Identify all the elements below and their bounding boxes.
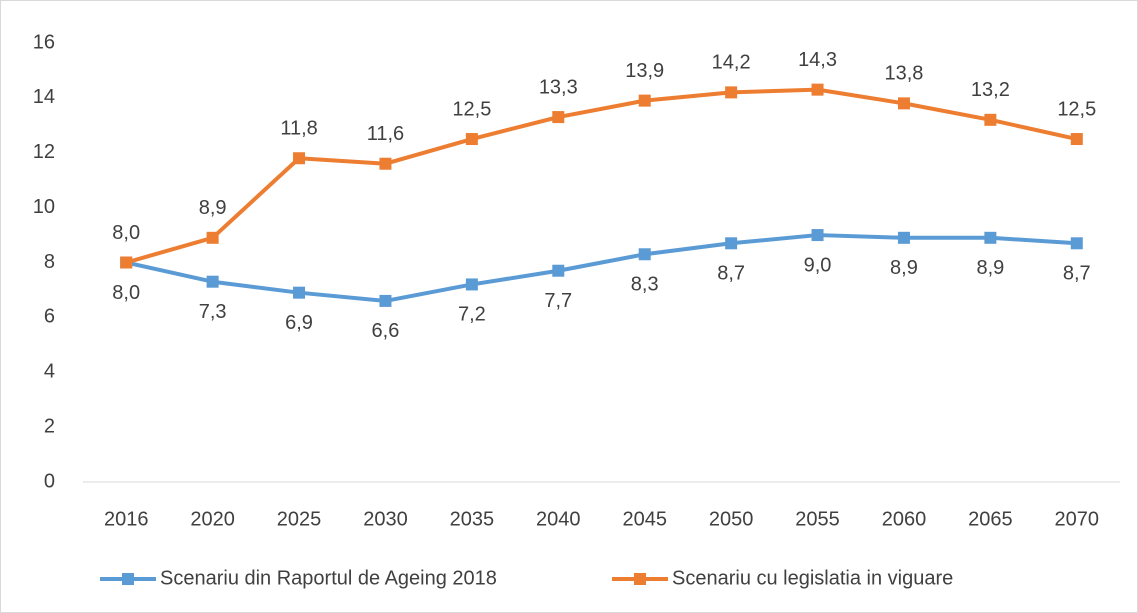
data-label: 7,7	[544, 290, 572, 312]
data-point	[206, 231, 219, 244]
x-tick-label: 2016	[104, 508, 149, 530]
data-point	[552, 111, 565, 124]
data-point	[1070, 133, 1083, 146]
data-label: 14,2	[712, 52, 751, 74]
y-tick-label: 6	[44, 306, 55, 328]
data-point	[552, 264, 565, 277]
legend-label: Scenariu cu legislatia in viguare	[672, 567, 953, 589]
x-tick-label: 2065	[968, 508, 1013, 530]
legend-marker	[634, 573, 646, 585]
data-label: 8,3	[631, 274, 659, 296]
data-label: 8,9	[890, 257, 918, 279]
data-label: 11,8	[280, 118, 317, 140]
x-tick-label: 2070	[1055, 508, 1100, 530]
data-point	[293, 286, 306, 299]
data-point	[725, 86, 738, 99]
y-tick-label: 16	[33, 31, 55, 53]
y-tick-label: 12	[33, 141, 55, 163]
data-point	[379, 157, 392, 170]
legend-marker	[122, 573, 134, 585]
y-tick-label: 10	[33, 196, 55, 218]
data-point	[984, 231, 997, 244]
data-point	[379, 294, 392, 307]
x-tick-label: 2045	[622, 508, 667, 530]
data-label: 13,8	[884, 63, 923, 85]
data-label: 13,9	[625, 60, 664, 82]
y-tick-label: 4	[44, 361, 55, 383]
data-label: 14,3	[798, 49, 837, 71]
x-tick-label: 2050	[709, 508, 754, 530]
legend-label: Scenariu din Raportul de Ageing 2018	[160, 567, 497, 589]
x-tick-label: 2060	[882, 508, 927, 530]
data-label: 7,2	[458, 304, 486, 326]
data-label: 8,7	[1063, 263, 1091, 285]
data-label: 12,5	[452, 98, 491, 120]
data-point	[984, 113, 997, 126]
series-line	[125, 233, 1077, 303]
data-label: 8,7	[717, 263, 745, 285]
y-tick-label: 8	[44, 251, 55, 273]
x-tick-label: 2035	[450, 508, 495, 530]
data-point	[811, 229, 824, 242]
x-tick-label: 2040	[536, 508, 581, 530]
data-point	[293, 152, 306, 165]
data-point	[897, 97, 910, 110]
data-point	[120, 256, 133, 269]
data-label: 8,0	[112, 282, 140, 304]
data-label: 7,3	[199, 301, 227, 323]
y-tick-label: 14	[33, 86, 55, 108]
data-point	[465, 133, 478, 146]
y-tick-label: 2	[44, 415, 55, 437]
x-tick-label: 2055	[795, 508, 840, 530]
data-label: 6,9	[285, 312, 313, 334]
data-label: 9,0	[804, 254, 832, 276]
series-line	[125, 87, 1078, 265]
data-point	[638, 94, 651, 107]
data-point	[206, 275, 219, 288]
data-point	[465, 278, 478, 291]
data-label: 13,3	[539, 76, 578, 98]
x-tick-label: 2030	[363, 508, 408, 530]
data-label: 12,5	[1057, 98, 1096, 120]
data-label: 11,6	[367, 123, 404, 145]
data-point	[638, 248, 651, 261]
y-tick-label: 0	[44, 470, 55, 492]
x-tick-label: 2025	[277, 508, 322, 530]
data-point	[1070, 237, 1083, 250]
x-tick-label: 2020	[190, 508, 235, 530]
data-point	[725, 237, 738, 250]
data-label: 6,6	[372, 320, 400, 342]
data-label: 13,2	[971, 79, 1010, 101]
data-point	[811, 83, 824, 96]
data-label: 8,9	[199, 197, 227, 219]
data-label: 8,9	[976, 257, 1004, 279]
data-label: 8,0	[112, 222, 140, 244]
data-point	[897, 231, 910, 244]
